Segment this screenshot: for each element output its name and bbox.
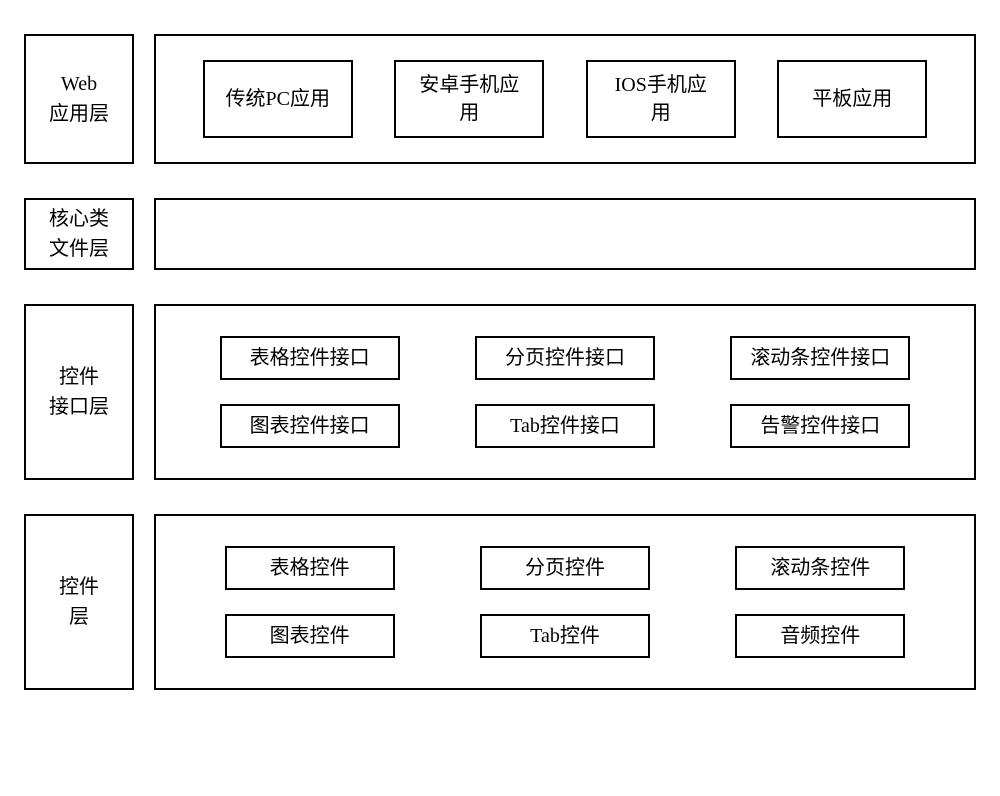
layer-label-core: 核心类 文件层 [24, 198, 134, 270]
item-alarm-if: 告警控件接口 [730, 404, 910, 448]
item-scroll-if: 滚动条控件接口 [730, 336, 910, 380]
item-ios: IOS手机应 用 [586, 60, 736, 138]
layer-row-app: Web 应用层 传统PC应用 安卓手机应 用 IOS手机应 用 平板应用 [24, 34, 976, 164]
layer-label-app: Web 应用层 [24, 34, 134, 164]
item-tab-if: Tab控件接口 [475, 404, 655, 448]
layer-row-core: 核心类 文件层 [24, 198, 976, 270]
layer-label-iface: 控件 接口层 [24, 304, 134, 480]
item-tab-ct: Tab控件 [480, 614, 650, 658]
item-tablet: 平板应用 [777, 60, 927, 138]
item-android: 安卓手机应 用 [394, 60, 544, 138]
item-page-if: 分页控件接口 [475, 336, 655, 380]
ctrl-row-1: 图表控件 Tab控件 音频控件 [196, 614, 934, 658]
layer-label-ctrl: 控件 层 [24, 514, 134, 690]
layer-body-app: 传统PC应用 安卓手机应 用 IOS手机应 用 平板应用 [154, 34, 976, 164]
item-chart-ct: 图表控件 [225, 614, 395, 658]
item-pc: 传统PC应用 [203, 60, 353, 138]
item-audio-ct: 音频控件 [735, 614, 905, 658]
iface-row-0: 表格控件接口 分页控件接口 滚动条控件接口 [196, 336, 934, 380]
layer-body-ctrl: 表格控件 分页控件 滚动条控件 图表控件 Tab控件 音频控件 [154, 514, 976, 690]
item-chart-if: 图表控件接口 [220, 404, 400, 448]
item-scroll-ct: 滚动条控件 [735, 546, 905, 590]
ctrl-row-0: 表格控件 分页控件 滚动条控件 [196, 546, 934, 590]
layer-body-core [154, 198, 976, 270]
layer-body-iface: 表格控件接口 分页控件接口 滚动条控件接口 图表控件接口 Tab控件接口 告警控… [154, 304, 976, 480]
layer-row-iface: 控件 接口层 表格控件接口 分页控件接口 滚动条控件接口 图表控件接口 Tab控… [24, 304, 976, 480]
item-table-ct: 表格控件 [225, 546, 395, 590]
item-page-ct: 分页控件 [480, 546, 650, 590]
item-table-if: 表格控件接口 [220, 336, 400, 380]
iface-row-1: 图表控件接口 Tab控件接口 告警控件接口 [196, 404, 934, 448]
app-row-0: 传统PC应用 安卓手机应 用 IOS手机应 用 平板应用 [196, 60, 934, 138]
architecture-diagram: Web 应用层 传统PC应用 安卓手机应 用 IOS手机应 用 平板应用 核心类… [0, 0, 1000, 796]
layer-row-ctrl: 控件 层 表格控件 分页控件 滚动条控件 图表控件 Tab控件 音频控件 [24, 514, 976, 690]
